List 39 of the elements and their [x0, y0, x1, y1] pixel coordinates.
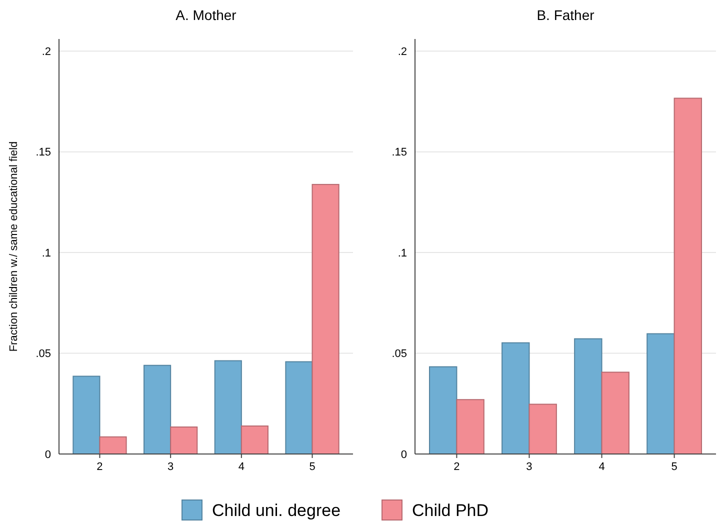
y-tick-label: .1: [42, 247, 51, 260]
bar: [144, 364, 172, 454]
bar: [456, 399, 484, 454]
bar: [285, 361, 313, 454]
y-tick-label: .15: [36, 146, 51, 159]
y-tick-label: .2: [42, 46, 51, 58]
x-tick-label: 3: [168, 461, 174, 473]
y-tick-label: .05: [36, 348, 51, 360]
bar: [502, 342, 530, 454]
x-tick-label: 4: [238, 461, 244, 473]
bar: [312, 184, 340, 454]
y-axis-title: Fraction children w./ same educational field: [8, 141, 20, 352]
bar: [240, 426, 268, 454]
x-tick-label: 5: [309, 461, 316, 473]
bar: [429, 366, 458, 454]
x-tick-label: 2: [96, 461, 103, 473]
y-tick-label: .05: [392, 348, 407, 360]
y-tick-label: .15: [392, 146, 407, 159]
legend-label: Child uni. degree: [212, 500, 341, 520]
bar: [214, 360, 242, 454]
bar: [601, 372, 630, 454]
bar: [674, 98, 702, 454]
bar: [528, 404, 557, 454]
chart-title: A. Mother: [176, 7, 237, 23]
bar: [72, 376, 100, 454]
x-tick-label: 4: [598, 461, 605, 473]
bar: [646, 333, 675, 454]
y-tick-label: .1: [398, 247, 407, 260]
y-tick-label: .2: [398, 46, 407, 58]
x-tick-label: 2: [454, 461, 460, 473]
chart-title: B. Father: [536, 7, 595, 23]
y-tick-label: 0: [44, 448, 51, 461]
x-tick-label: 5: [671, 461, 678, 473]
y-tick-label: 0: [400, 448, 407, 461]
bar: [170, 426, 198, 454]
bar: [574, 338, 602, 454]
legend-label: Child PhD: [412, 500, 489, 520]
bar: [99, 436, 127, 454]
x-tick-label: 3: [526, 461, 532, 473]
